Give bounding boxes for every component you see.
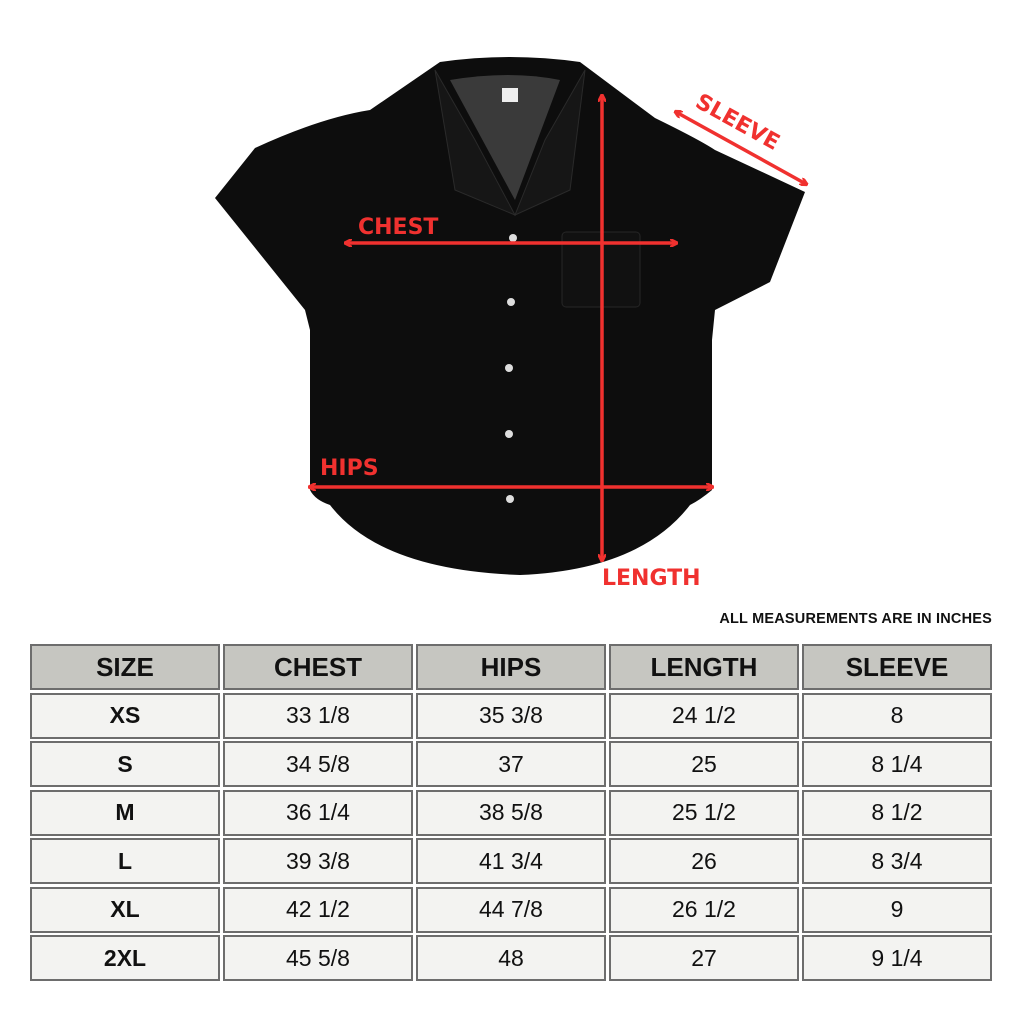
measurement-cell: 9 [802,886,992,933]
measurement-cell: 36 1/4 [223,789,413,836]
measurement-cell: 38 5/8 [416,789,606,836]
units-note: ALL MEASUREMENTS ARE IN INCHES [719,611,992,627]
measurement-cell: 48 [416,935,606,981]
measurement-cell: 24 1/2 [609,692,799,739]
header-size: SIZE [30,644,220,690]
size-cell: XL [30,886,220,933]
size-cell: S [30,741,220,787]
measurement-cell: 39 3/8 [223,838,413,884]
measurement-cell: 44 7/8 [416,886,606,933]
measurement-cell: 25 1/2 [609,789,799,836]
measurement-cell: 8 [802,692,992,739]
measurement-cell: 25 [609,741,799,787]
header-sleeve: SLEEVE [802,644,992,690]
measurement-cell: 34 5/8 [223,741,413,787]
size-cell: M [30,789,220,836]
measurement-cell: 8 1/4 [802,741,992,787]
header-hips: HIPS [416,644,606,690]
measurement-cell: 37 [416,741,606,787]
hips-label: HIPS [320,456,379,481]
sleeve-arrow [676,112,806,184]
measurement-cell: 33 1/8 [223,692,413,739]
measurement-cell: 42 1/2 [223,886,413,933]
size-cell: XS [30,692,220,739]
header-chest: CHEST [223,644,413,690]
measurement-cell: 35 3/8 [416,692,606,739]
measurement-cell: 45 5/8 [223,935,413,981]
size-cell: 2XL [30,935,220,981]
measurement-cell: 8 3/4 [802,838,992,884]
chest-label: CHEST [358,215,438,240]
measurement-cell: 8 1/2 [802,789,992,836]
size-chart-table: SIZE CHEST HIPS LENGTH SLEEVE XS 33 1/8 35 3/8 2… [30,644,992,981]
measurement-cell: 9 1/4 [802,935,992,981]
size-cell: L [30,838,220,884]
measurement-cell: 26 [609,838,799,884]
shirt-measurement-diagram: CHEST HIPS LENGTH SLEEVE [215,57,1024,591]
measurement-cell: 27 [609,935,799,981]
length-label: LENGTH [602,566,701,591]
header-length: LENGTH [609,644,799,690]
measurement-cell: 41 3/4 [416,838,606,884]
measurement-cell: 26 1/2 [609,886,799,933]
